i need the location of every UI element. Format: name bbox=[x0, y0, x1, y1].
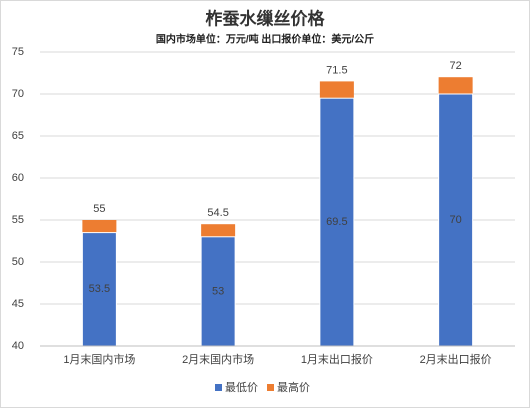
y-tick-label: 45 bbox=[12, 298, 24, 310]
bar bbox=[81, 232, 117, 347]
bar bbox=[319, 97, 355, 347]
bar bbox=[438, 93, 474, 347]
legend-swatch bbox=[215, 384, 222, 391]
value-label: 53.5 bbox=[89, 283, 110, 295]
x-tick-label: 2月末出口报价 bbox=[420, 352, 492, 366]
y-tick-label: 65 bbox=[12, 130, 24, 142]
y-tick-label: 70 bbox=[12, 88, 24, 100]
chart-title: 柞蚕水缫丝价格 bbox=[206, 8, 326, 28]
value-label: 71.5 bbox=[326, 64, 347, 76]
value-label: 69.5 bbox=[326, 216, 347, 228]
x-tick-label: 1月末出口报价 bbox=[301, 352, 373, 366]
value-label: 72 bbox=[450, 60, 462, 72]
bar bbox=[200, 236, 236, 347]
value-label: 54.5 bbox=[207, 207, 228, 219]
y-tick-label: 75 bbox=[12, 46, 24, 58]
legend-label: 最高价 bbox=[277, 380, 310, 394]
x-tick-label: 1月末国内市场 bbox=[63, 352, 135, 366]
value-label: 70 bbox=[450, 214, 462, 226]
y-tick-label: 40 bbox=[12, 340, 24, 352]
y-tick-label: 60 bbox=[12, 172, 24, 184]
legend-label: 最低价 bbox=[225, 381, 258, 394]
value-label: 55 bbox=[93, 203, 105, 215]
y-tick-label: 50 bbox=[12, 256, 24, 268]
y-tick-label: 55 bbox=[12, 214, 24, 226]
value-label: 53 bbox=[212, 285, 224, 297]
x-tick-label: 2月末国内市场 bbox=[182, 352, 254, 366]
legend-swatch bbox=[267, 384, 274, 391]
chart-subtitle: 国内市场单位：万元/吨 出口报价单位：美元/公斤 bbox=[156, 33, 374, 46]
